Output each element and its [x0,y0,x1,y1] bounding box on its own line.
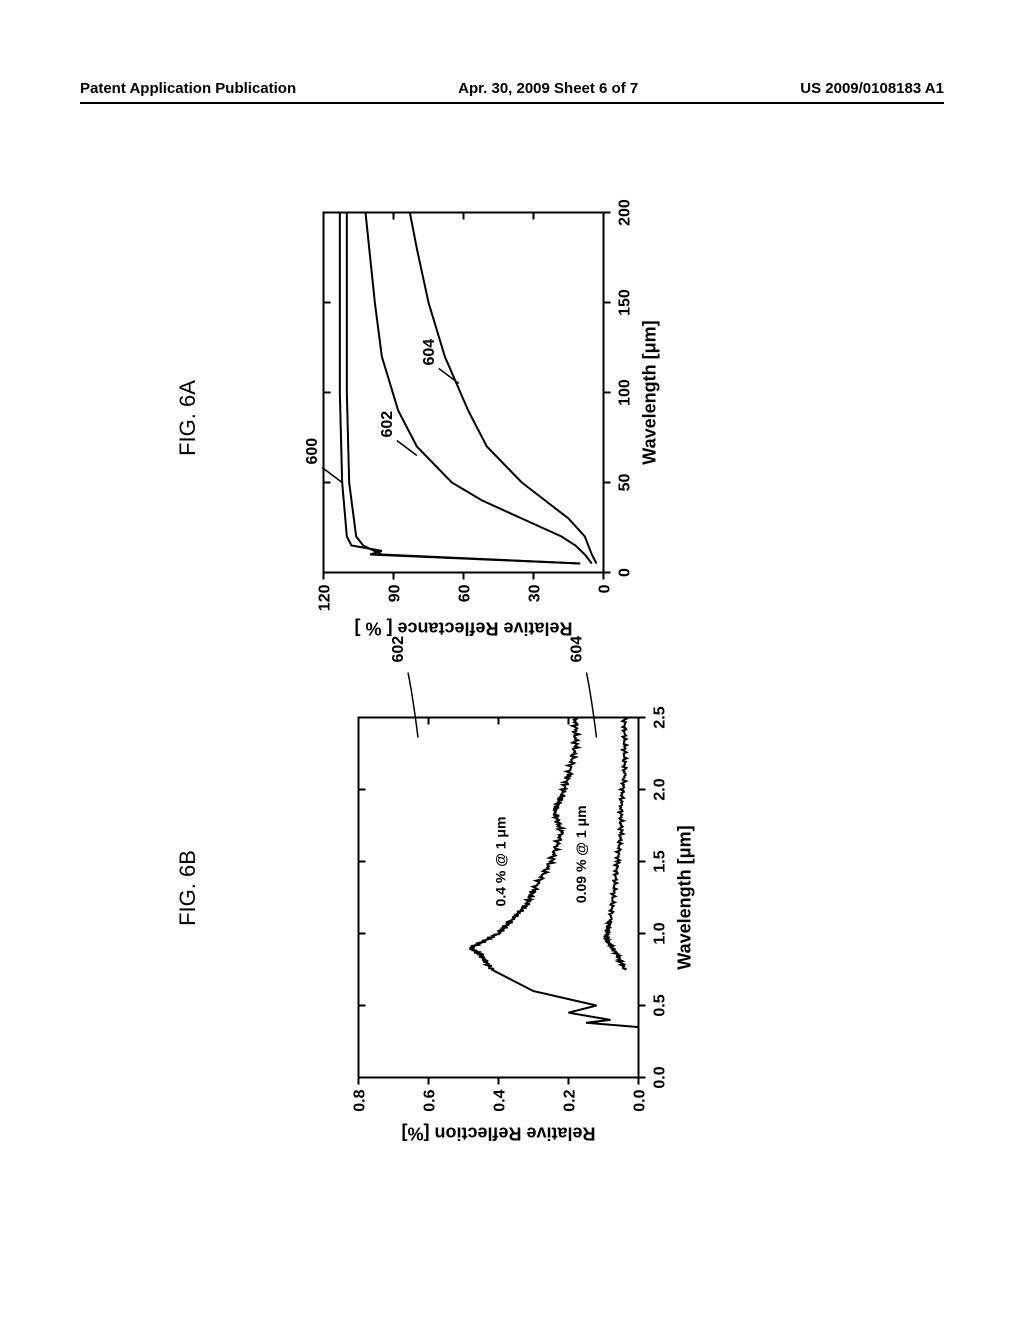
svg-text:1.5: 1.5 [651,850,668,872]
svg-text:200: 200 [616,199,633,226]
figure-6b-chart-wrapper: 0.0 0.5 1.0 1.5 2.0 2.5 0.0 0.2 0.4 0.6 0.8 Wavelen… [338,628,713,1148]
figure-6a-chart: 0501001502000306090120Wavelength [μm]Rel… [303,193,673,643]
svg-text:604: 604 [568,636,585,663]
figure-6a-container: FIG. 6A 0501001502000306090120Wavelength… [150,230,716,605]
figure-6a-label: FIG. 6A [175,380,201,456]
svg-text:0.4 % @ 1 μm: 0.4 % @ 1 μm [492,817,508,907]
svg-text:600: 600 [304,438,321,465]
header-center: Apr. 30, 2009 Sheet 6 of 7 [458,80,638,97]
svg-text:0.8: 0.8 [351,1089,368,1111]
svg-text:0: 0 [596,584,613,593]
figure-6b-chart: 0.0 0.5 1.0 1.5 2.0 2.5 0.0 0.2 0.4 0.6 0.8 Wavelen… [338,628,708,1148]
svg-text:2.0: 2.0 [651,778,668,800]
svg-text:90: 90 [386,584,403,602]
svg-text:0.5: 0.5 [651,994,668,1016]
svg-text:30: 30 [526,584,543,602]
svg-text:0.6: 0.6 [421,1089,438,1111]
figure-6a-chart-wrapper: 0501001502000306090120Wavelength [μm]Rel… [303,193,678,643]
svg-text:0.4: 0.4 [491,1089,508,1111]
svg-text:604: 604 [421,339,438,366]
svg-text:100: 100 [616,379,633,406]
svg-text:602: 602 [379,411,396,438]
header-left: Patent Application Publication [80,80,296,97]
svg-text:0: 0 [616,568,633,577]
svg-text:0.0: 0.0 [651,1066,668,1088]
svg-text:Wavelength [μm]: Wavelength [μm] [674,825,694,969]
svg-text:1.0: 1.0 [651,922,668,944]
svg-text:60: 60 [456,584,473,602]
figure-6b-label: FIG. 6B [175,850,201,926]
svg-text:150: 150 [616,289,633,316]
svg-text:602: 602 [390,636,407,663]
svg-text:Wavelength [μm]: Wavelength [μm] [639,320,659,464]
svg-text:0.0: 0.0 [631,1089,648,1111]
svg-text:Relative Reflection [%]: Relative Reflection [%] [401,1124,595,1144]
svg-text:0.09 % @ 1 μm: 0.09 % @ 1 μm [573,805,589,903]
header-divider [80,102,944,104]
svg-text:2.5: 2.5 [651,706,668,728]
svg-text:50: 50 [616,474,633,492]
page-header: Patent Application Publication Apr. 30, … [80,80,944,97]
header-right: US 2009/0108183 A1 [800,80,944,97]
figure-6b-container: FIG. 6B 0.00.51.01.52.02.50.00.20.40.60.… [150,700,786,1075]
svg-text:0.2: 0.2 [561,1089,578,1111]
svg-text:120: 120 [316,584,333,611]
